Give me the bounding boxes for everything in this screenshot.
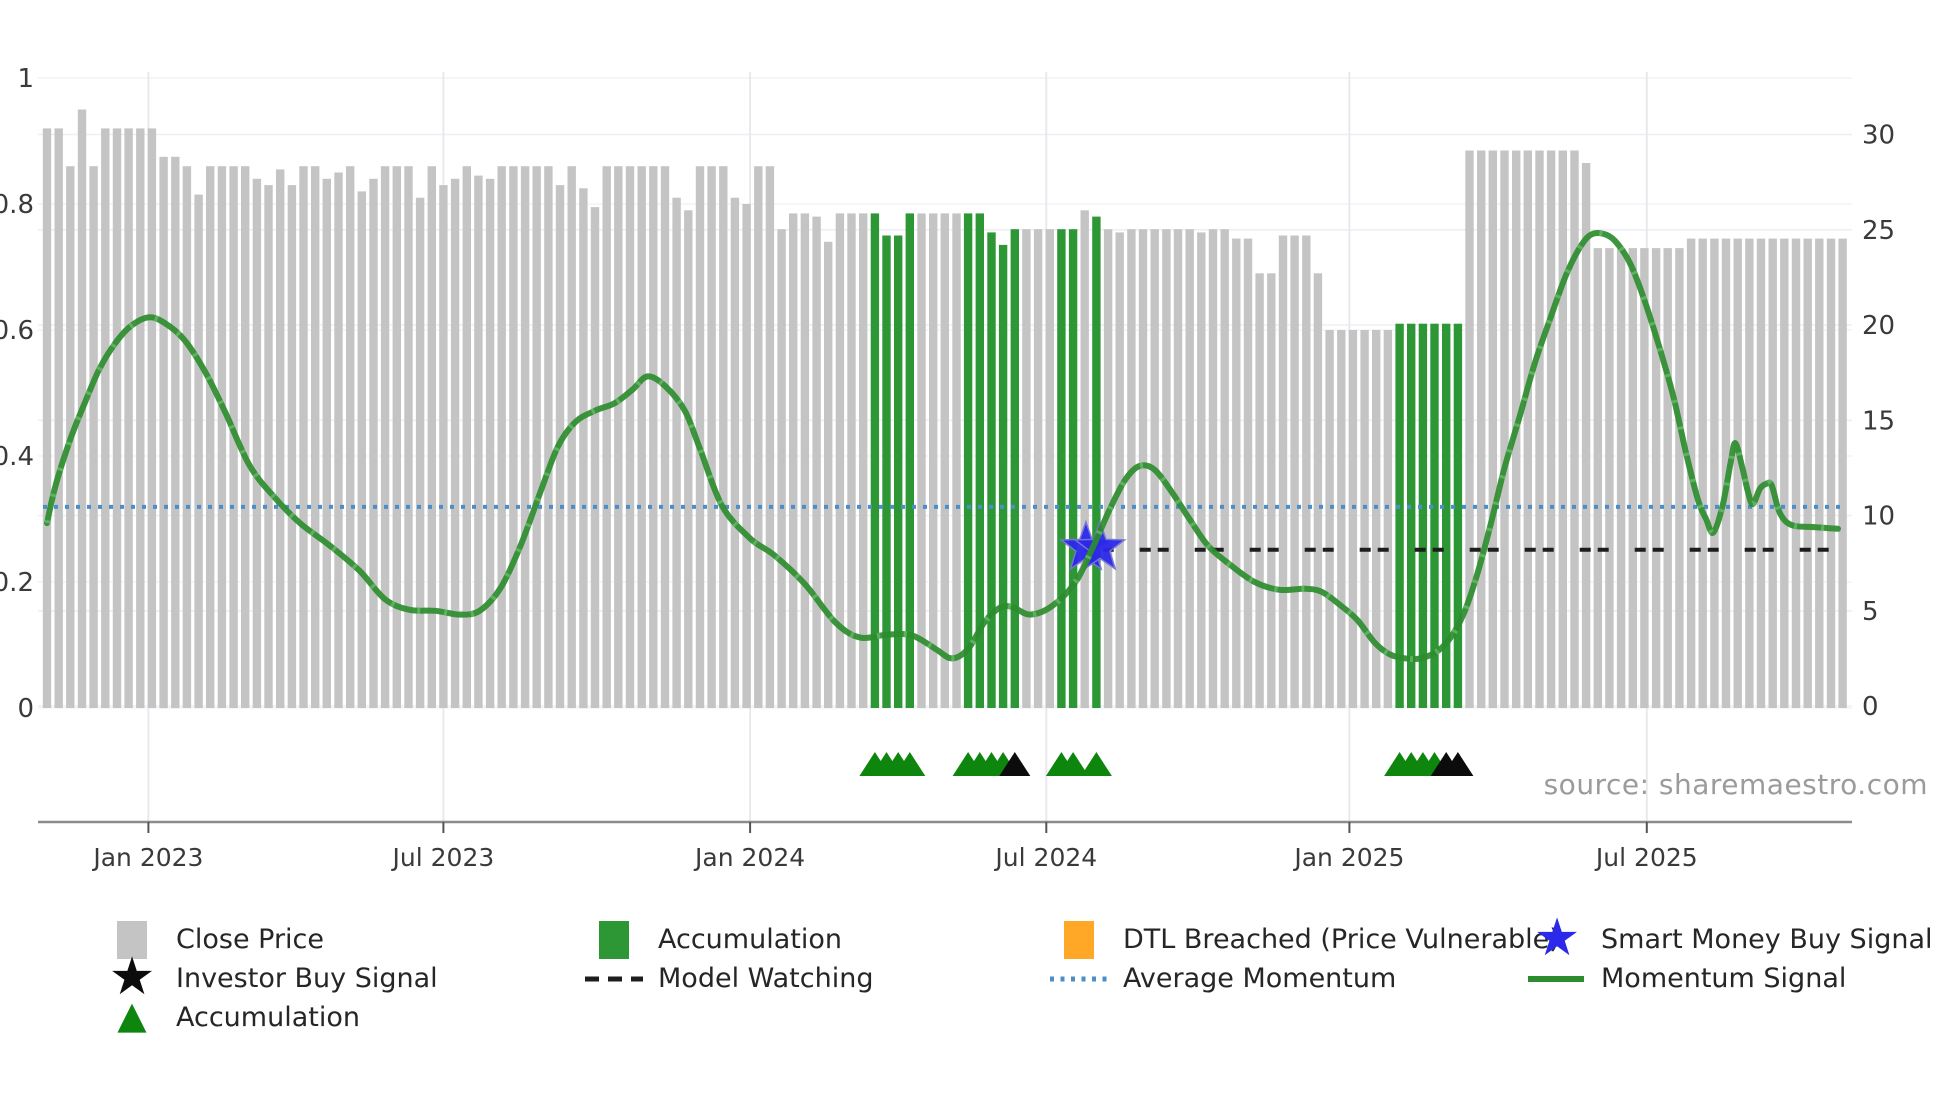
legend-label-average-momentum: Average Momentum xyxy=(1123,963,1397,994)
investor-buy-signal-markers xyxy=(999,752,1474,776)
legend-item-investor-buy-signal: ★ Investor Buy Signal xyxy=(100,946,438,1007)
legend-label-dtl-breached: DTL Breached (Price Vulnerable) xyxy=(1123,924,1560,955)
svg-text:Jan 2023: Jan 2023 xyxy=(91,843,203,872)
svg-text:5: 5 xyxy=(1862,597,1879,627)
blue-dotted-line-icon xyxy=(1050,976,1108,981)
svg-text:Jan 2024: Jan 2024 xyxy=(693,843,805,872)
legend-column-1: Close Price ★ Investor Buy Signal ▲ Accu… xyxy=(100,920,438,1037)
legend-item-model-watching: Model Watching xyxy=(582,959,873,998)
legend-label-model-watching: Model Watching xyxy=(658,963,874,994)
legend-item-momentum-signal: Momentum Signal xyxy=(1525,959,1933,998)
legend-label-close-price: Close Price xyxy=(176,924,324,955)
accumulation-triangle-markers xyxy=(859,752,1450,776)
accumulation-swatch-icon xyxy=(599,920,629,959)
price-momentum-chart: Jan 2023 Jul 2023 Jan 2024 Jul 2024 Jan … xyxy=(0,64,1895,872)
legend-item-close-price: Close Price xyxy=(100,920,438,959)
legend-item-dtl-breached: DTL Breached (Price Vulnerable) xyxy=(1047,920,1560,959)
blue-star-icon: ★ xyxy=(1533,907,1581,968)
svg-text:Jul 2023: Jul 2023 xyxy=(391,843,495,872)
green-line-icon xyxy=(1528,975,1584,982)
legend-item-accumulation-bar: Accumulation xyxy=(582,920,873,959)
green-triangle-icon: ▲ xyxy=(117,992,147,1037)
svg-text:10: 10 xyxy=(1862,502,1895,532)
svg-text:0.2: 0.2 xyxy=(0,568,34,598)
source-attribution: source: sharemaestro.com xyxy=(1543,768,1928,801)
left-y-axis-labels: 1 0.8 0.6 0.4 0.2 0 xyxy=(0,64,34,724)
black-dashed-line-icon xyxy=(585,976,643,981)
legend-label-smart-money: Smart Money Buy Signal xyxy=(1601,924,1933,955)
svg-text:0.6: 0.6 xyxy=(0,316,34,346)
legend-item-accumulation-marker: ▲ Accumulation xyxy=(100,992,438,1037)
svg-text:20: 20 xyxy=(1862,311,1895,341)
dtl-breached-swatch-icon xyxy=(1064,920,1094,959)
svg-text:25: 25 xyxy=(1862,216,1895,246)
close-price-bars xyxy=(42,109,1847,709)
svg-text:Jan 2025: Jan 2025 xyxy=(1292,843,1404,872)
legend-label-accumulation-bar: Accumulation xyxy=(658,924,842,955)
svg-text:0.8: 0.8 xyxy=(0,190,34,220)
legend-label-accumulation-marker: Accumulation xyxy=(176,1002,360,1033)
close-price-swatch-icon xyxy=(117,920,147,959)
svg-text:30: 30 xyxy=(1862,121,1895,151)
legend-item-average-momentum: Average Momentum xyxy=(1047,959,1560,998)
legend-column-4: ★ Smart Money Buy Signal Momentum Signal xyxy=(1525,907,1933,998)
x-axis: Jan 2023 Jul 2023 Jan 2024 Jul 2024 Jan … xyxy=(38,820,1852,872)
legend-label-momentum-signal: Momentum Signal xyxy=(1601,963,1847,994)
right-y-axis-labels: 30 25 20 15 10 5 0 xyxy=(1862,121,1895,723)
svg-text:0: 0 xyxy=(1862,692,1879,722)
svg-text:1: 1 xyxy=(17,64,34,94)
svg-text:Jul 2025: Jul 2025 xyxy=(1594,843,1698,872)
legend-label-investor-buy-signal: Investor Buy Signal xyxy=(176,963,438,994)
svg-text:15: 15 xyxy=(1862,406,1895,436)
legend-column-3: DTL Breached (Price Vulnerable) Average … xyxy=(1047,920,1560,998)
svg-text:Jul 2024: Jul 2024 xyxy=(993,843,1097,872)
svg-text:0: 0 xyxy=(17,694,34,724)
black-star-icon: ★ xyxy=(108,946,156,1007)
legend-item-smart-money: ★ Smart Money Buy Signal xyxy=(1525,907,1933,968)
svg-text:0.4: 0.4 xyxy=(0,442,34,472)
momentum-signal-line xyxy=(44,229,1841,663)
legend-column-2: Accumulation Model Watching xyxy=(582,920,873,998)
